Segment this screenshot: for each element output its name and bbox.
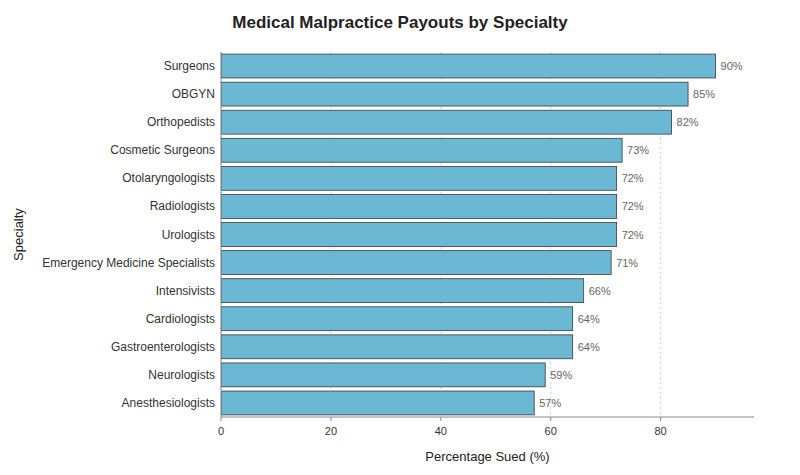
x-tick: [660, 417, 661, 421]
bar: [221, 82, 688, 106]
x-tick: [221, 417, 222, 421]
chart-container: 57%59%64%64%66%71%72%72%72%73%82%85%90%0…: [0, 0, 800, 475]
data-label: 66%: [589, 285, 611, 297]
y-tick-label: Neurologists: [148, 368, 215, 382]
bar: [221, 166, 617, 190]
bar: [221, 138, 622, 162]
y-axis-title: Specialty: [11, 208, 26, 261]
x-tick-label: 20: [325, 425, 337, 437]
x-tick: [440, 417, 441, 421]
y-axis-line: [221, 52, 222, 417]
x-tick-label: 80: [654, 425, 666, 437]
data-label: 71%: [616, 257, 638, 269]
y-tick-label: Urologists: [162, 228, 215, 242]
chart-title: Medical Malpractice Payouts by Specialty: [232, 13, 568, 32]
grid-line: [221, 52, 222, 417]
x-axis-line: [221, 417, 754, 418]
bar: [221, 251, 611, 275]
x-tick: [550, 417, 551, 421]
bar: [221, 363, 545, 387]
x-tick: [330, 417, 331, 421]
data-label: 73%: [627, 144, 649, 156]
chart: 57%59%64%64%66%71%72%72%72%73%82%85%90%0…: [0, 0, 800, 475]
bar: [221, 279, 584, 303]
x-tick-label: 40: [435, 425, 447, 437]
x-tick-label: 60: [545, 425, 557, 437]
x-axis-title: Percentage Sued (%): [425, 449, 549, 464]
bar: [221, 54, 716, 78]
data-label: 82%: [677, 116, 699, 128]
data-label: 64%: [578, 313, 600, 325]
data-label: 90%: [721, 60, 743, 72]
y-tick-label: Cardiologists: [146, 312, 215, 326]
y-tick-label: Intensivists: [156, 284, 215, 298]
axes: 0 20 40 60 80 Anesthesiologists Neurologists Ga…: [42, 52, 754, 437]
data-label: 85%: [693, 88, 715, 100]
y-tick-label: Otolaryngologists: [122, 171, 215, 185]
data-label: 57%: [539, 397, 561, 409]
bar: [221, 110, 672, 134]
data-label: 72%: [622, 172, 644, 184]
data-labels: 57% 59% 64% 64% 66% 71% 72% 72% 72% 73% 82% 85% 90%: [539, 60, 743, 409]
y-tick-label: Gastroenterologists: [111, 340, 215, 354]
bar: [221, 307, 573, 331]
bars: [221, 54, 716, 415]
y-tick-label: OBGYN: [172, 87, 215, 101]
bar: [221, 391, 534, 415]
data-label: 64%: [578, 341, 600, 353]
y-tick-label: Emergency Medicine Specialists: [42, 256, 215, 270]
grid-line: [660, 52, 661, 417]
grid: [221, 52, 661, 417]
y-tick-label: Anesthesiologists: [122, 396, 215, 410]
y-tick-label: Surgeons: [164, 59, 215, 73]
y-tick-label: Orthopedists: [147, 115, 215, 129]
y-tick-label: Cosmetic Surgeons: [110, 143, 215, 157]
x-tick-label: 0: [218, 425, 224, 437]
y-tick-label: Radiologists: [150, 199, 215, 213]
bar: [221, 223, 617, 247]
data-label: 72%: [622, 200, 644, 212]
data-label: 59%: [550, 369, 572, 381]
bar: [221, 194, 617, 218]
bar: [221, 335, 573, 359]
data-label: 72%: [622, 229, 644, 241]
